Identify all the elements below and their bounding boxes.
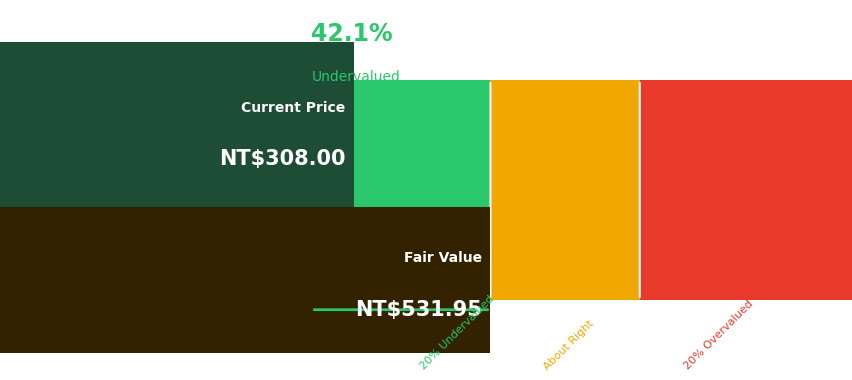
Text: 20% Overvalued: 20% Overvalued (682, 299, 754, 372)
Text: About Right: About Right (541, 318, 595, 372)
Text: Current Price: Current Price (241, 100, 345, 114)
Text: NT$531.95: NT$531.95 (354, 299, 481, 320)
Text: 20% Undervalued: 20% Undervalued (417, 294, 495, 372)
Text: Fair Value: Fair Value (403, 251, 481, 265)
Text: 42.1%: 42.1% (311, 22, 393, 46)
Text: NT$308.00: NT$308.00 (219, 149, 345, 169)
Text: Undervalued: Undervalued (311, 70, 400, 84)
